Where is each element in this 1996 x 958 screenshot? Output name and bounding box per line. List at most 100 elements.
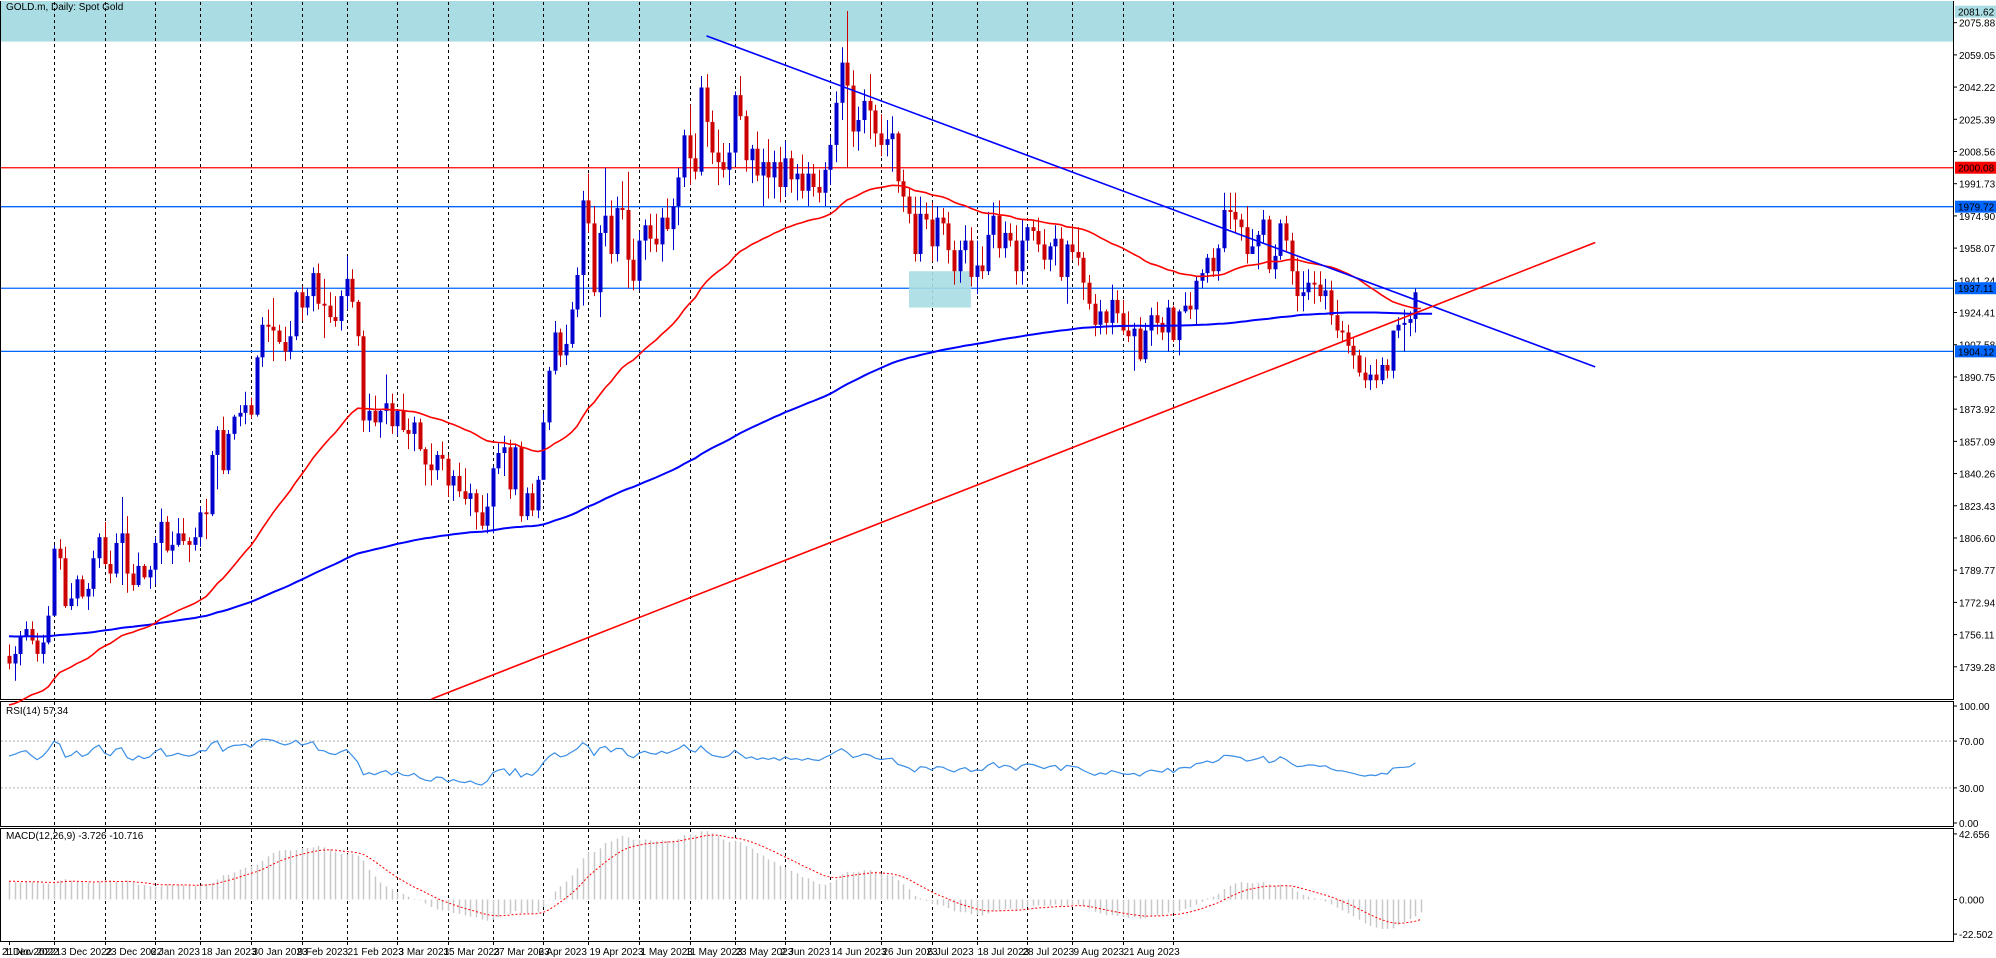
candle-body [564, 343, 569, 356]
candle-body [406, 430, 411, 434]
candle-body [598, 232, 603, 293]
price-tick-label: 1823.43 [1959, 502, 1996, 513]
candle-body [277, 330, 282, 343]
price-tick-label: 1772.94 [1959, 598, 1996, 609]
candle-body [181, 533, 186, 542]
candle-body [626, 209, 631, 260]
candle-body [676, 177, 681, 207]
candle-body [350, 278, 355, 302]
date-tick-label: 6 Jan 2023 [151, 947, 201, 958]
key-level-tag-label: 1904.12 [1958, 347, 1995, 358]
candle-body [232, 416, 237, 434]
candle-body [586, 200, 591, 224]
candle-body [1368, 374, 1373, 381]
candle-body [710, 121, 715, 153]
candle-body [238, 412, 243, 417]
candle-body [513, 447, 518, 490]
macd-tick-label: 42.656 [1959, 830, 1990, 841]
candle-body [153, 542, 158, 570]
candle-body [435, 454, 440, 471]
candle-body [744, 116, 749, 161]
price-tick-label: 1890.75 [1959, 373, 1996, 384]
candle-body [1059, 238, 1064, 277]
candle-body [1323, 290, 1328, 297]
candle-body [575, 275, 580, 310]
candle-body [187, 541, 192, 545]
candle-body [856, 120, 861, 132]
candle-body [69, 598, 74, 607]
candle-body [468, 493, 473, 499]
candle-body [536, 479, 541, 511]
candle-body [1245, 227, 1250, 254]
candle-body [496, 453, 501, 469]
candle-body [75, 579, 80, 599]
candle-body [412, 422, 417, 434]
candle-body [952, 250, 957, 272]
candle-body [783, 158, 788, 188]
price-tick-label: 1756.11 [1959, 631, 1995, 642]
key-level-tag [1955, 200, 1996, 213]
candle-body [834, 102, 839, 145]
candle-body [142, 565, 147, 578]
candle-body [1121, 313, 1126, 331]
date-tick-label: 23 Dec 2022 [106, 947, 163, 958]
candle-body [1110, 299, 1115, 323]
candle-body [1020, 240, 1025, 272]
candle-body [148, 569, 153, 578]
candle-body [30, 629, 35, 641]
candle-body [896, 133, 901, 182]
candle-body [1126, 330, 1131, 337]
candle-body [395, 410, 400, 427]
candle-body [1053, 238, 1058, 247]
candle-body [946, 223, 951, 251]
candle-body [727, 152, 732, 170]
candle-body [367, 410, 372, 421]
candle-body [705, 87, 710, 122]
candle-body [581, 200, 586, 276]
candle-body [1357, 355, 1362, 373]
key-level-tag-label: 2000.08 [1958, 164, 1995, 175]
candle-body [778, 162, 783, 188]
candle-body [980, 265, 985, 272]
candle-body [193, 537, 198, 545]
candle-body [13, 653, 18, 664]
candle-body [637, 240, 642, 281]
price-tick-label: 1991.73 [1959, 180, 1996, 191]
candle-body [260, 324, 265, 358]
candle-body [103, 537, 108, 564]
candle-body [823, 169, 828, 193]
candle-body [7, 655, 12, 664]
candle-body [136, 565, 141, 586]
candle-body [868, 100, 873, 111]
key-level-tag [1955, 161, 1996, 174]
candle-body [558, 332, 563, 356]
candle-body [665, 217, 670, 230]
candle-body [97, 537, 102, 559]
candle-body [1008, 232, 1013, 241]
candle-body [761, 162, 766, 176]
candle-body [811, 173, 816, 188]
ma-fast-line [8, 184, 1421, 706]
date-tick-label: 1 Dec 2022 [5, 947, 57, 958]
candle-body [1194, 280, 1199, 310]
candle-body [1087, 282, 1092, 304]
candle-body [930, 219, 935, 247]
candle-body [738, 95, 743, 117]
candle-body [328, 305, 333, 318]
candle-body [750, 148, 755, 161]
candle-body [108, 563, 113, 574]
candle-body [547, 370, 552, 423]
candle-body [631, 259, 636, 281]
resistance-trendline [706, 35, 1596, 368]
candle-body [1256, 234, 1261, 247]
candle-body [120, 533, 125, 543]
candle-body [1413, 292, 1418, 320]
candle-body [373, 410, 378, 423]
key-level-tag [1955, 5, 1996, 18]
candle-body [1233, 211, 1238, 220]
candle-body [271, 326, 276, 331]
candle-body [1216, 248, 1221, 272]
price-tick-label: 2025.39 [1959, 115, 1996, 126]
